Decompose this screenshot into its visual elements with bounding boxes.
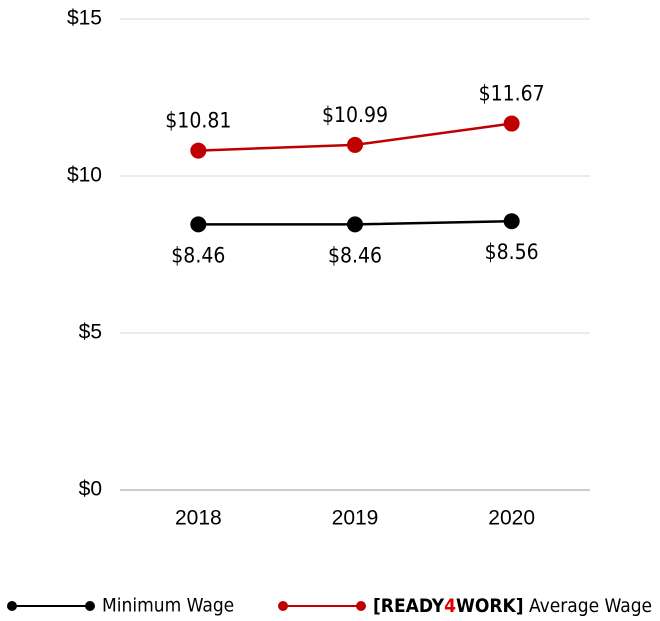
legend-label: [READY4WORK] Average Wage [373, 595, 652, 617]
data-label: $8.56 [485, 240, 539, 264]
y-tick-label: $10 [67, 164, 102, 187]
data-point [503, 115, 520, 132]
data-point [347, 136, 363, 153]
legend-label: Minimum Wage [102, 595, 234, 617]
data-label: $11.67 [479, 82, 545, 106]
data-label: $8.46 [328, 243, 382, 267]
data-label: $8.46 [171, 243, 225, 267]
legend-marker [356, 601, 366, 611]
data-label: $10.99 [322, 103, 388, 127]
y-tick-label: $15 [67, 7, 102, 30]
legend-marker [85, 601, 95, 611]
x-tick-label: 2019 [332, 507, 379, 530]
legend-marker [7, 601, 17, 611]
y-tick-label: $0 [79, 478, 102, 501]
legend-marker [278, 601, 288, 611]
data-point [190, 142, 207, 159]
y-tick-label: $5 [79, 321, 102, 344]
data-label: $10.81 [165, 109, 231, 133]
x-tick-label: 2020 [488, 507, 535, 530]
data-point [347, 216, 363, 233]
x-tick-label: 2018 [175, 507, 222, 530]
data-point [503, 213, 520, 230]
data-point [190, 216, 207, 233]
